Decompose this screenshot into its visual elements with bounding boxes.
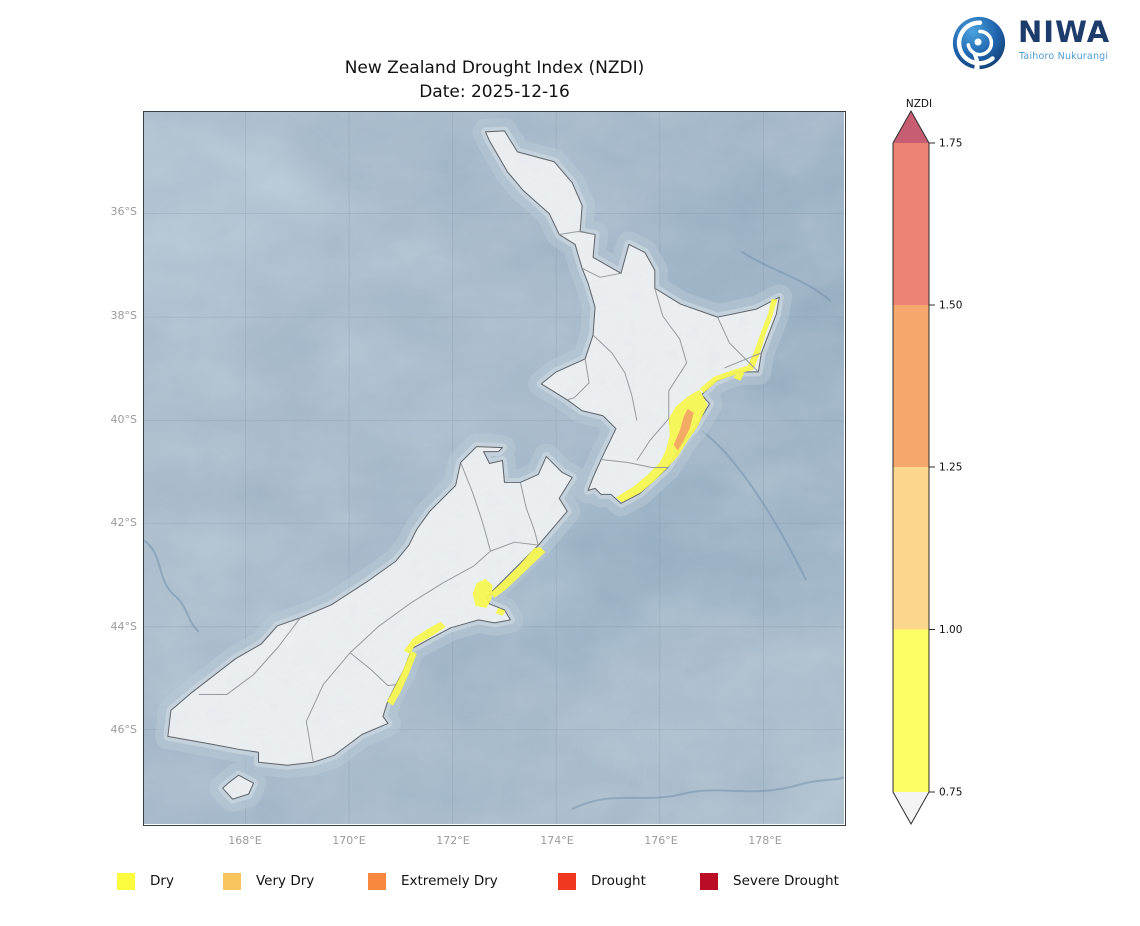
legend-item-drought: Drought [558, 868, 646, 894]
colorbar-over-arrow [893, 111, 929, 143]
legend-swatch-drought [558, 872, 576, 890]
nzdi-colorbar: NZDI 1.75 1.50 1.25 1.00 0.75 [885, 94, 995, 839]
lon-tick-170e: 170°E [332, 834, 366, 847]
legend-swatch-very-dry [223, 872, 241, 890]
figure-title: New Zealand Drought Index (NZDI) [344, 58, 645, 78]
legend-item-very-dry: Very Dry [223, 868, 314, 894]
colorbar-tick-1-25: 1.25 [939, 462, 962, 474]
colorbar-under-arrow [893, 792, 929, 824]
legend-label-severe-drought: Severe Drought [733, 873, 839, 889]
colorbar-tick-1-50: 1.50 [939, 300, 962, 312]
lon-tick-176e: 176°E [644, 834, 678, 847]
colorbar-seg-dry [893, 629, 929, 792]
legend-item-extremely-dry: Extremely Dry [368, 868, 498, 894]
niwa-logo: NIWA Taihoro Nukurangi [948, 12, 1128, 76]
colorbar-tick-1-75: 1.75 [939, 138, 962, 150]
sea-trench-lines [144, 250, 844, 810]
niwa-tagline: Taihoro Nukurangi [1019, 51, 1109, 62]
legend-label-extremely-dry: Extremely Dry [401, 873, 498, 889]
lon-tick-174e: 174°E [540, 834, 574, 847]
legend-label-very-dry: Very Dry [256, 873, 315, 889]
legend-swatch-dry [117, 872, 135, 890]
lon-tick-168e: 168°E [228, 834, 262, 847]
legend-label-drought: Drought [591, 873, 646, 889]
figure-date: Date: 2025-12-16 [419, 82, 570, 102]
lat-tick-46s: 46°S [110, 723, 137, 736]
legend-item-severe-drought: Severe Drought [700, 868, 839, 894]
region-boundaries [198, 230, 762, 763]
colorbar-tick-1-00: 1.00 [939, 624, 962, 636]
map-svg [144, 112, 844, 824]
legend-swatch-extremely-dry [368, 872, 386, 890]
colorbar-seg-very-dry [893, 467, 929, 630]
lat-tick-38s: 38°S [110, 309, 137, 322]
lat-tick-44s: 44°S [110, 620, 137, 633]
colorbar-title: NZDI [906, 98, 932, 110]
colorbar-seg-extremely-dry [893, 305, 929, 467]
category-legend: Dry Very Dry Extremely Dry Drought Sever… [0, 868, 1140, 902]
lat-tick-40s: 40°S [110, 413, 137, 426]
colorbar-seg-drought [893, 143, 929, 305]
niwa-wordmark: NIWA [1018, 15, 1111, 49]
figure-title-block: New Zealand Drought Index (NZDI) Date: 2… [143, 56, 846, 104]
nz-drought-map [143, 111, 846, 826]
lon-tick-172e: 172°E [436, 834, 470, 847]
lat-tick-36s: 36°S [110, 205, 137, 218]
legend-swatch-severe-drought [700, 872, 718, 890]
drought-areas-very-dry [673, 408, 694, 451]
niwa-koru-icon [952, 16, 1006, 70]
lon-tick-178e: 178°E [748, 834, 782, 847]
legend-item-dry: Dry [117, 868, 174, 894]
colorbar-tick-0-75: 0.75 [939, 787, 962, 799]
colorbar-tick-marks [929, 142, 935, 793]
colorbar-tick-labels: 1.75 1.50 1.25 1.00 0.75 [939, 138, 962, 799]
legend-label-dry: Dry [150, 873, 174, 889]
lat-tick-42s: 42°S [110, 516, 137, 529]
